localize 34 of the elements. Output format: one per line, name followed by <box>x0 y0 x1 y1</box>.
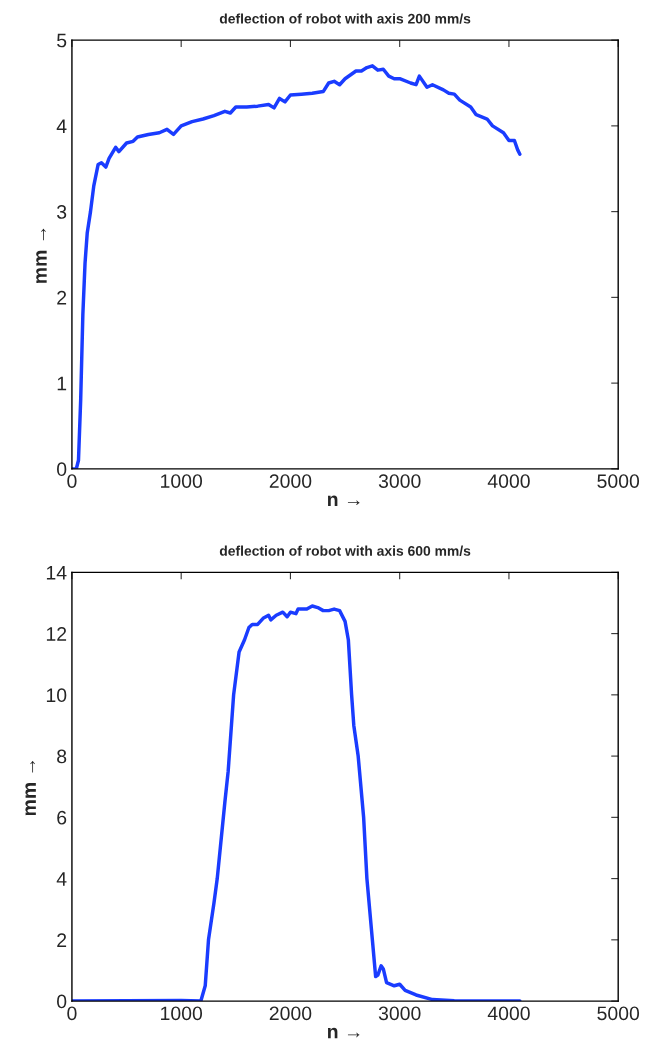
chart-title: deflection of robot with axis 200 mm/s <box>219 13 471 24</box>
y-tick-label: 4 <box>56 119 67 133</box>
y-tick-label: 2 <box>57 290 67 305</box>
y-tick-label: 3 <box>57 205 67 219</box>
line-series <box>71 64 522 469</box>
x-tick-label: 0 <box>67 1006 77 1021</box>
chart-title: deflection of robot with axis 600 mm/s <box>219 545 471 556</box>
x-tick-label: 3000 <box>378 1006 421 1021</box>
y-tick-label: 14 <box>46 566 67 580</box>
y-tick-label: 6 <box>57 810 67 825</box>
y-tick-label: 5 <box>57 33 67 48</box>
y-tick-label: 1 <box>57 376 67 391</box>
x-tick-label: 1000 <box>161 474 203 489</box>
y-axis-title: mm → <box>25 760 36 816</box>
x-axis-title: n → <box>327 495 360 506</box>
y-tick-label: 2 <box>57 933 67 947</box>
x-tick-label: 2000 <box>269 474 312 489</box>
x-axis-title: n → <box>327 1027 360 1039</box>
y-tick-label: 10 <box>46 688 67 703</box>
x-tick-label: 1000 <box>161 1006 203 1021</box>
x-tick-label: 4000 <box>487 1006 530 1021</box>
y-tick-label: 12 <box>46 627 67 641</box>
line-series <box>71 604 522 1002</box>
y-tick-label: 0 <box>57 462 67 477</box>
x-tick-label: 2000 <box>269 1006 312 1021</box>
y-tick-label: 8 <box>57 749 67 764</box>
x-tick-label: 0 <box>67 474 77 489</box>
y-tick-label: 0 <box>57 994 67 1009</box>
x-tick-label: 5000 <box>597 1006 640 1021</box>
x-tick-label: 3000 <box>378 474 421 489</box>
y-axis-title: mm → <box>36 228 47 283</box>
y-tick-label: 4 <box>56 872 67 886</box>
x-tick-label: 4000 <box>487 474 530 489</box>
x-tick-label: 5000 <box>597 474 640 489</box>
